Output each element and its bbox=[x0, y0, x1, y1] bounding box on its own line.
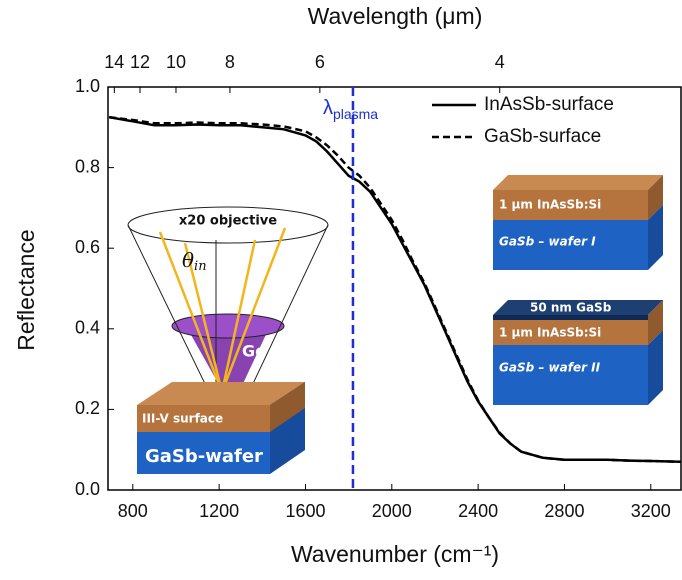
x2-tick-label: 8 bbox=[225, 52, 235, 72]
cone-section bbox=[172, 314, 284, 338]
inset-label: GaSb – wafer I bbox=[499, 235, 596, 249]
plasma-label: λ bbox=[323, 97, 333, 119]
x-tick-label: 800 bbox=[118, 501, 148, 521]
inset-label: 1 µm InAsSb:Si bbox=[499, 326, 601, 340]
inset-label: III-V surface bbox=[142, 412, 223, 426]
x-tick-label: 2400 bbox=[458, 501, 498, 521]
inset-label: GaSb – wafer II bbox=[499, 361, 601, 375]
inset-label: GaSb-wafer bbox=[145, 446, 263, 467]
legend-label: InAsSb-surface bbox=[484, 94, 614, 115]
x2-tick-label: 14 bbox=[104, 52, 124, 72]
microscope-inset: x20 objective θin Ge III-V surface GaSb-… bbox=[128, 207, 328, 474]
chart: 800 1200 1600 2000 2400 2800 3200 14 12 10 8 6 4 0.0 0… bbox=[0, 0, 682, 580]
y-tick-label: 1.0 bbox=[75, 76, 100, 96]
y-axis-label: Reflectance bbox=[13, 229, 39, 350]
x2-tick-label: 12 bbox=[130, 52, 150, 72]
x-tick-label: 1600 bbox=[285, 501, 325, 521]
x-axis-label: Wavenumber (cm⁻¹) bbox=[291, 541, 499, 567]
x-tick-label: 2000 bbox=[372, 501, 412, 521]
x2-axis-label: Wavelength (μm) bbox=[308, 3, 483, 29]
plasma-label: plasma bbox=[333, 106, 378, 122]
x-tick-label: 1200 bbox=[199, 501, 239, 521]
inset-label: 50 nm GaSb bbox=[530, 301, 612, 315]
x2-tick-label: 10 bbox=[166, 52, 186, 72]
inset-label: 1 µm InAsSb:Si bbox=[499, 198, 601, 212]
y-tick-label: 0.4 bbox=[75, 318, 100, 338]
x-tick-label: 2800 bbox=[544, 501, 584, 521]
plasma-label: λplasma bbox=[323, 97, 378, 121]
inset-label: in bbox=[194, 259, 207, 274]
inset-label: Ge bbox=[242, 342, 266, 361]
inset-label: θ bbox=[182, 248, 194, 272]
y-tick-label: 0.2 bbox=[75, 398, 100, 418]
y-tick-label: 0.8 bbox=[75, 156, 100, 176]
sample-inset: 1 µm InAsSb:Si GaSb – wafer I bbox=[493, 175, 663, 270]
x2-tick-label: 4 bbox=[495, 52, 505, 72]
legend-label: GaSb-surface bbox=[484, 126, 601, 147]
inset-label: θin bbox=[182, 248, 207, 274]
x2-tick-label: 6 bbox=[315, 52, 325, 72]
sample-inset: 50 nm GaSb 1 µm InAsSb:Si GaSb – wafer I… bbox=[493, 300, 663, 405]
inset-label: x20 objective bbox=[179, 214, 277, 229]
y-tick-label: 0.0 bbox=[75, 479, 100, 499]
x-tick-label: 3200 bbox=[631, 501, 671, 521]
y-tick-label: 0.6 bbox=[75, 237, 100, 257]
